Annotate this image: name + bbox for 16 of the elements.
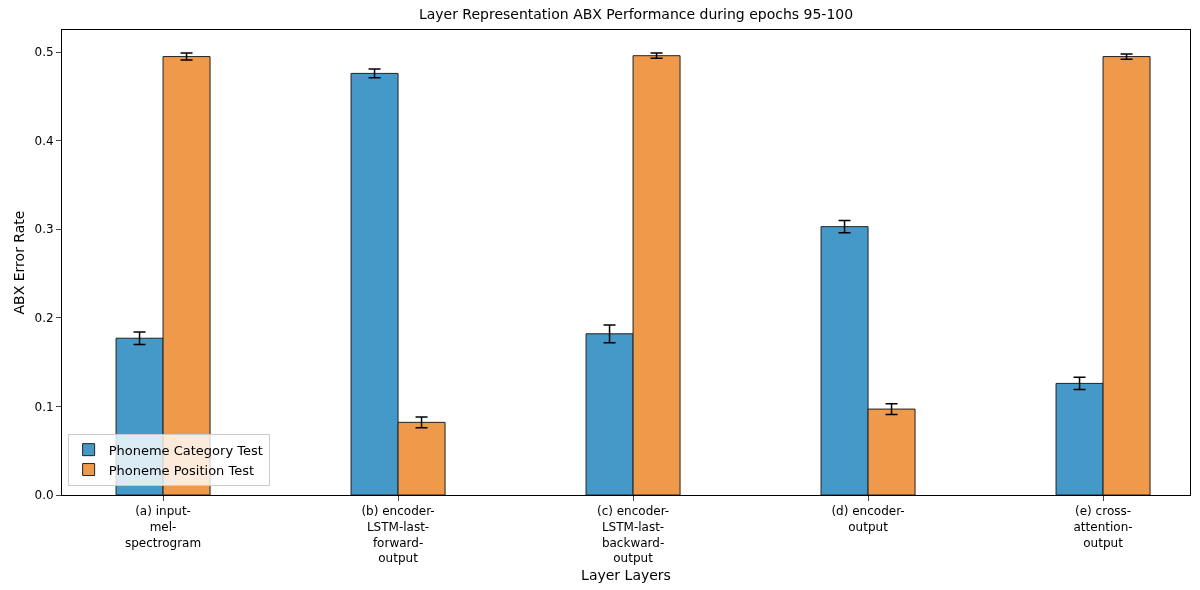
- y-tick-label: 0.1: [34, 399, 54, 414]
- x-tick-label: (e) cross- attention- output: [1073, 504, 1133, 550]
- x-tick-label: (a) input- mel- spectrogram: [124, 504, 202, 550]
- x-tick-label: (c) encoder- LSTM-last- backward- output: [596, 504, 670, 566]
- y-tick-label: 0.2: [34, 311, 54, 326]
- y-axis-title: ABX Error Rate: [11, 210, 27, 315]
- y-tick-label: 0.0: [34, 488, 54, 503]
- chart-title: Layer Representation ABX Performance during epochs 95-100: [418, 5, 854, 22]
- x-tick-label: (d) encoder- output: [831, 504, 905, 534]
- legend-label: Phoneme Category Test: [108, 442, 263, 458]
- legend-label: Phoneme Position Test: [108, 462, 255, 478]
- y-tick-label: 0.3: [34, 222, 54, 237]
- x-tick-label: (b) encoder- LSTM-last- forward- output: [361, 504, 435, 566]
- x-axis-title: Layer Layers: [581, 567, 671, 584]
- y-tick-label: 0.4: [34, 133, 54, 148]
- y-tick-label: 0.5: [34, 45, 54, 60]
